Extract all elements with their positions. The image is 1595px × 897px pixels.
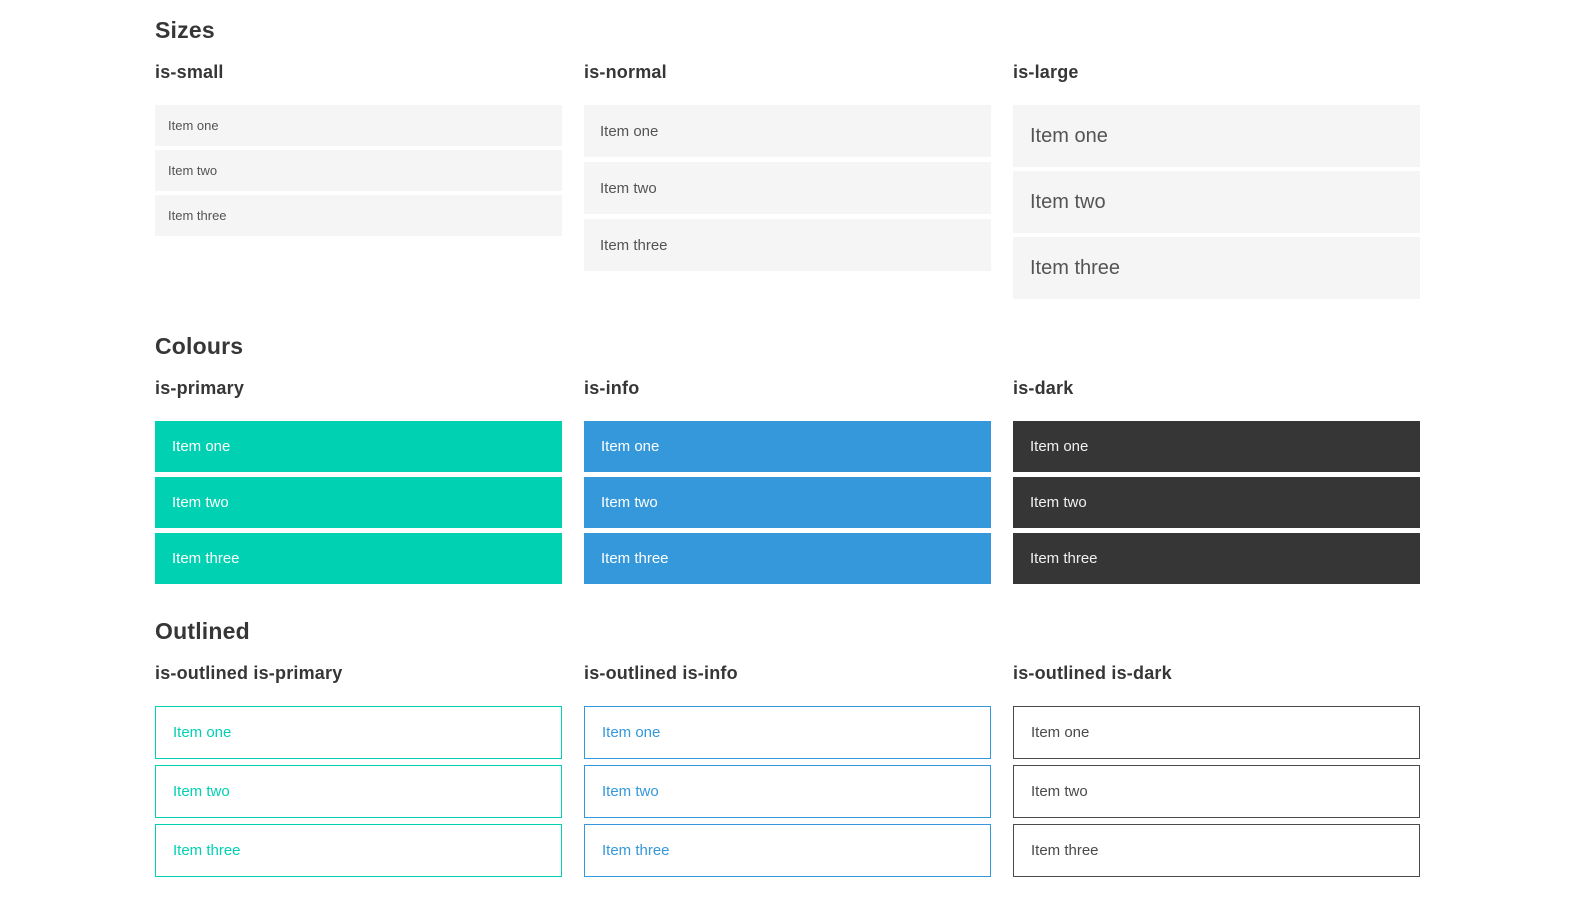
section-colours: Colours is-primary Item one Item two Ite… [155, 332, 1420, 584]
list-normal: Item one Item two Item three [584, 105, 991, 271]
list-item[interactable]: Item three [584, 533, 991, 584]
sizes-columns: is-small Item one Item two Item three is… [155, 60, 1420, 299]
column-is-outlined-is-primary: is-outlined is-primary Item one Item two… [155, 661, 562, 877]
list-item[interactable]: Item two [584, 162, 991, 214]
list-outlined-primary: Item one Item two Item three [155, 706, 562, 877]
column-heading-is-primary: is-primary [155, 378, 245, 398]
style-guide-page: Sizes is-small Item one Item two Item th… [155, 16, 1420, 877]
list-item[interactable]: Item three [155, 824, 562, 877]
list-item[interactable]: Item two [1013, 765, 1420, 818]
list-item[interactable]: Item three [1013, 824, 1420, 877]
list-item[interactable]: Item two [155, 150, 562, 191]
column-heading-is-outlined-is-primary: is-outlined is-primary [155, 663, 343, 683]
list-outlined-info: Item one Item two Item three [584, 706, 991, 877]
list-dark: Item one Item two Item three [1013, 421, 1420, 584]
section-title-sizes: Sizes [155, 17, 215, 43]
list-primary: Item one Item two Item three [155, 421, 562, 584]
list-item[interactable]: Item one [155, 706, 562, 759]
list-item[interactable]: Item two [584, 765, 991, 818]
list-info: Item one Item two Item three [584, 421, 991, 584]
column-is-large: is-large Item one Item two Item three [1013, 60, 1420, 299]
list-small: Item one Item two Item three [155, 105, 562, 236]
section-outlined: Outlined is-outlined is-primary Item one… [155, 617, 1420, 877]
column-heading-is-info: is-info [584, 378, 640, 398]
list-item[interactable]: Item one [1013, 706, 1420, 759]
list-item[interactable]: Item two [1013, 171, 1420, 233]
column-is-outlined-is-dark: is-outlined is-dark Item one Item two It… [1013, 661, 1420, 877]
list-item[interactable]: Item one [584, 421, 991, 472]
list-item[interactable]: Item one [1013, 105, 1420, 167]
list-item[interactable]: Item three [1013, 533, 1420, 584]
section-sizes: Sizes is-small Item one Item two Item th… [155, 16, 1420, 299]
column-is-primary: is-primary Item one Item two Item three [155, 376, 562, 584]
list-outlined-dark: Item one Item two Item three [1013, 706, 1420, 877]
list-item[interactable]: Item two [1013, 477, 1420, 528]
column-is-dark: is-dark Item one Item two Item three [1013, 376, 1420, 584]
list-item[interactable]: Item three [584, 219, 991, 271]
column-is-normal: is-normal Item one Item two Item three [584, 60, 991, 271]
column-is-small: is-small Item one Item two Item three [155, 60, 562, 236]
column-heading-is-dark: is-dark [1013, 378, 1074, 398]
column-heading-is-outlined-is-info: is-outlined is-info [584, 663, 738, 683]
list-item[interactable]: Item three [584, 824, 991, 877]
list-item[interactable]: Item three [155, 195, 562, 236]
list-item[interactable]: Item one [584, 706, 991, 759]
list-item[interactable]: Item one [1013, 421, 1420, 472]
list-item[interactable]: Item one [584, 105, 991, 157]
column-heading-is-normal: is-normal [584, 62, 667, 82]
column-is-info: is-info Item one Item two Item three [584, 376, 991, 584]
column-heading-is-large: is-large [1013, 62, 1079, 82]
section-title-outlined: Outlined [155, 618, 250, 644]
colours-columns: is-primary Item one Item two Item three … [155, 376, 1420, 584]
list-item[interactable]: Item two [584, 477, 991, 528]
list-item[interactable]: Item three [1013, 237, 1420, 299]
column-heading-is-small: is-small [155, 62, 224, 82]
list-item[interactable]: Item three [155, 533, 562, 584]
column-heading-is-outlined-is-dark: is-outlined is-dark [1013, 663, 1172, 683]
list-item[interactable]: Item one [155, 105, 562, 146]
list-item[interactable]: Item one [155, 421, 562, 472]
list-large: Item one Item two Item three [1013, 105, 1420, 299]
list-item[interactable]: Item two [155, 477, 562, 528]
column-is-outlined-is-info: is-outlined is-info Item one Item two It… [584, 661, 991, 877]
section-title-colours: Colours [155, 333, 244, 359]
outlined-columns: is-outlined is-primary Item one Item two… [155, 661, 1420, 877]
list-item[interactable]: Item two [155, 765, 562, 818]
